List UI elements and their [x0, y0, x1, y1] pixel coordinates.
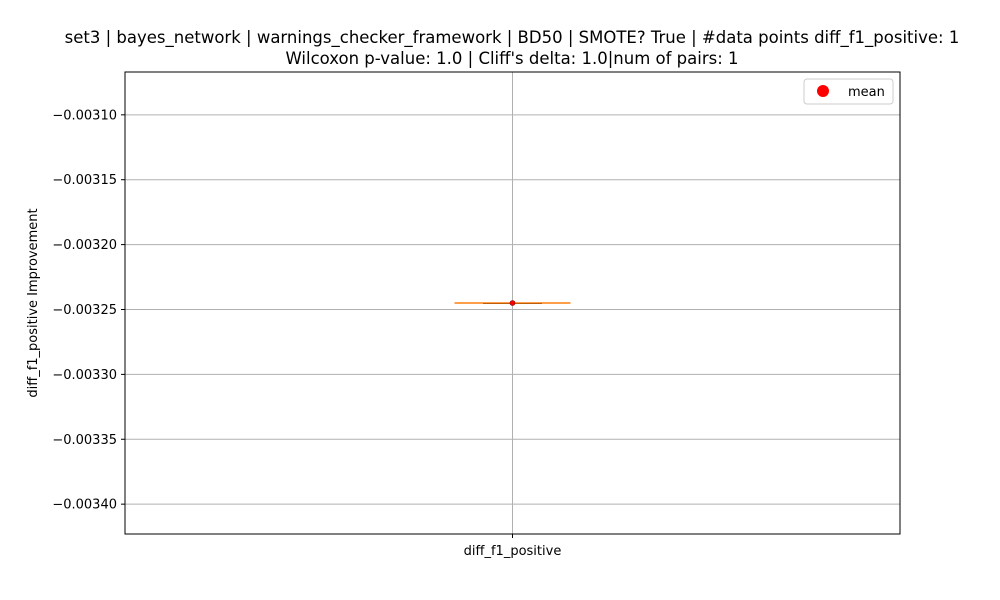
chart-title-line1: set3 | bayes_network | warnings_checker_…	[65, 28, 960, 48]
chart-title-line2: Wilcoxon p-value: 1.0 | Cliff's delta: 1…	[285, 49, 738, 68]
mean-marker	[509, 300, 516, 306]
y-tick-label: −0.00315	[52, 173, 117, 188]
y-tick-label: −0.00335	[52, 433, 117, 448]
x-axis: diff_f1_positive	[464, 534, 562, 559]
x-tick-label: diff_f1_positive	[464, 544, 562, 559]
legend-mean-marker	[817, 85, 829, 97]
box-layer	[454, 300, 571, 306]
y-tick-label: −0.00325	[52, 303, 117, 318]
grid-layer	[125, 72, 900, 534]
y-tick-label: −0.00340	[52, 498, 117, 513]
y-axis: −0.00310 −0.00315 −0.00320 −0.00325 −0.00330…	[52, 108, 125, 513]
y-tick-label: −0.00310	[52, 108, 117, 123]
y-tick-label: −0.00330	[52, 368, 117, 383]
y-tick-label: −0.00320	[52, 238, 117, 253]
legend-frame	[803, 78, 894, 105]
plot-frame	[124, 71, 901, 535]
legend: mean	[803, 78, 894, 105]
legend-mean-label: mean	[848, 85, 885, 100]
y-axis-label: diff_f1_positive Improvement	[26, 208, 41, 397]
